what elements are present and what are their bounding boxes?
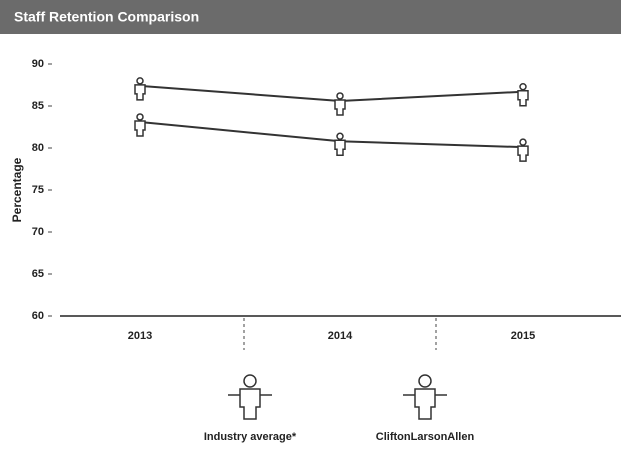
icon-head: [520, 84, 526, 90]
icon-head: [520, 139, 526, 145]
legend-label: Industry average*: [204, 431, 297, 443]
y-tick-label: 75: [32, 184, 44, 196]
icon-head: [337, 93, 343, 99]
point-marker: [518, 84, 528, 106]
icon-head: [137, 78, 143, 84]
icon-head: [244, 375, 256, 387]
y-tick-label: 80: [32, 142, 44, 154]
point-marker: [135, 114, 145, 136]
icon-head: [419, 375, 431, 387]
icon-body: [415, 389, 435, 419]
x-tick-label: 2015: [511, 330, 535, 342]
y-tick-label: 60: [32, 310, 44, 322]
icon-body: [240, 389, 260, 419]
legend-icon: [228, 375, 272, 419]
icon-body: [335, 140, 345, 155]
y-tick-label: 85: [32, 100, 44, 112]
icon-body: [135, 85, 145, 100]
x-tick-label: 2014: [328, 330, 353, 342]
legend-icon: [403, 375, 447, 419]
x-tick-label: 2013: [128, 330, 152, 342]
icon-body: [335, 100, 345, 115]
point-marker: [518, 139, 528, 161]
legend-label: CliftonLarsonAllen: [376, 431, 475, 443]
chart: Staff Retention Comparison Percentage 60…: [0, 0, 621, 449]
y-tick-label: 70: [32, 226, 44, 238]
icon-body: [518, 91, 528, 106]
icon-head: [337, 133, 343, 139]
point-marker: [135, 78, 145, 100]
point-marker: [335, 133, 345, 155]
series-line: [140, 122, 523, 147]
series-line: [140, 86, 523, 101]
icon-body: [518, 146, 528, 161]
chart-title: Staff Retention Comparison: [14, 9, 199, 25]
point-marker: [335, 93, 345, 115]
y-tick-label: 65: [32, 268, 44, 280]
y-tick-label: 90: [32, 58, 44, 70]
y-axis-label: Percentage: [10, 157, 24, 222]
icon-body: [135, 121, 145, 136]
icon-head: [137, 114, 143, 120]
